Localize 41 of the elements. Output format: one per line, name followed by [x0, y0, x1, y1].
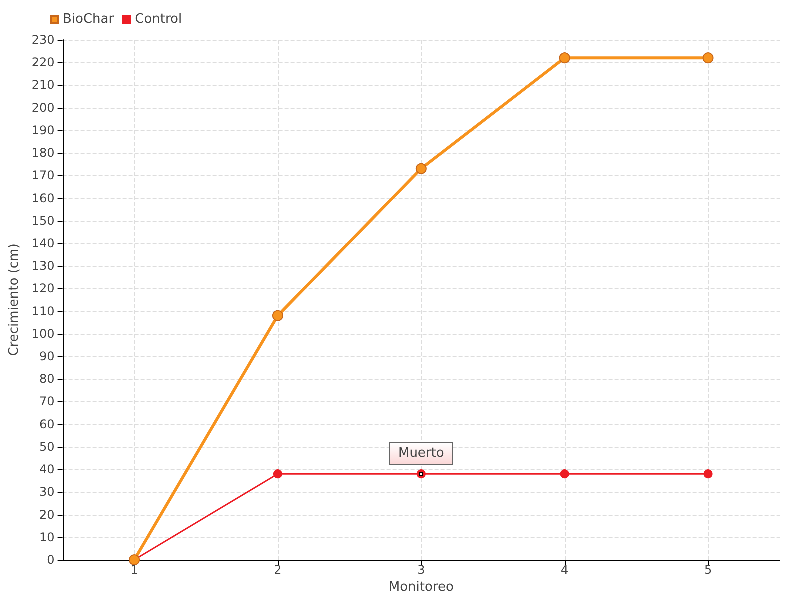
y-tick-label: 230: [32, 33, 55, 47]
y-tick-label: 70: [40, 394, 55, 409]
y-tick-label: 170: [32, 168, 55, 183]
x-axis-title: Monitoreo: [388, 580, 454, 595]
x-tick-label: 4: [561, 563, 569, 577]
legend-label: Control: [135, 12, 182, 27]
y-tick-label: 220: [32, 56, 55, 70]
y-tick-label: 60: [40, 417, 55, 432]
x-tick-label: 1: [130, 563, 138, 577]
y-tick-label: 0: [47, 553, 55, 567]
y-tick-label: 180: [32, 146, 55, 160]
y-tick-label: 10: [40, 530, 55, 544]
legend-label: BioChar: [63, 12, 115, 27]
x-tick-label: 2: [274, 563, 282, 577]
y-tick-label: 130: [32, 259, 55, 274]
y-tick-label: 150: [32, 214, 55, 228]
y-tick-label: 110: [32, 304, 55, 318]
y-tick-label: 80: [40, 372, 55, 386]
x-tick-label: 5: [704, 563, 712, 577]
y-axis-title: Crecimiento (cm): [7, 244, 22, 356]
point: [704, 470, 713, 479]
y-tick-label: 100: [32, 326, 55, 341]
y-tick-label: 40: [40, 462, 55, 477]
y-tick-label: 200: [32, 100, 55, 115]
y-tick-label: 90: [40, 350, 55, 364]
point: [702, 52, 714, 64]
y-tick-label: 20: [40, 508, 55, 522]
point: [272, 310, 284, 322]
y-tick-label: 140: [32, 236, 55, 250]
point: [559, 52, 570, 64]
annotation: Muerto: [398, 446, 444, 462]
point: [273, 470, 282, 479]
y-tick-label: 50: [40, 440, 55, 454]
point: [560, 470, 570, 479]
y-tick-label: 30: [40, 485, 55, 500]
y-tick-label: 120: [32, 282, 55, 296]
x-tick-label: 3: [418, 563, 426, 577]
y-tick-label: 210: [32, 78, 55, 92]
y-tick-label: 160: [32, 191, 55, 206]
point: [416, 163, 427, 174]
y-tick-label: 190: [32, 123, 55, 138]
